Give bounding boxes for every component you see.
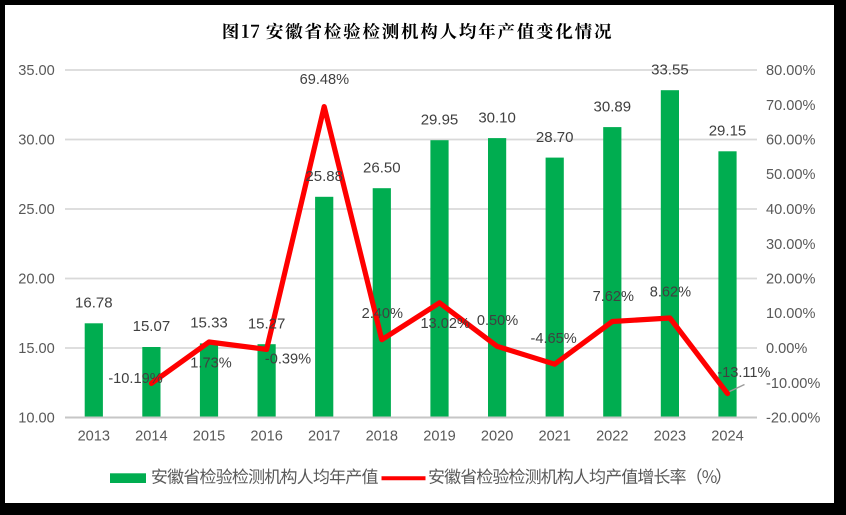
svg-text:15.00: 15.00 [18,341,55,357]
svg-text:30.89: 30.89 [594,98,632,115]
svg-text:-13.11%: -13.11% [717,365,770,381]
svg-text:2020: 2020 [481,429,513,445]
svg-text:70.00%: 70.00% [766,98,816,114]
svg-text:2024: 2024 [711,429,743,445]
svg-text:40.00%: 40.00% [766,202,816,218]
svg-text:30.10: 30.10 [478,109,516,126]
svg-text:28.70: 28.70 [536,129,574,146]
svg-text:-0.39%: -0.39% [265,352,311,368]
svg-text:50.00%: 50.00% [766,167,816,183]
svg-text:0.00%: 0.00% [766,341,807,357]
svg-text:16.78: 16.78 [75,295,113,312]
svg-text:15.27: 15.27 [248,315,286,332]
svg-text:2023: 2023 [654,429,686,445]
svg-text:1.73%: 1.73% [190,356,231,372]
svg-text:20.00: 20.00 [18,272,55,288]
svg-text:2.40%: 2.40% [362,306,403,322]
svg-text:20.00%: 20.00% [766,272,816,288]
svg-text:25.00: 25.00 [18,202,55,218]
svg-text:2014: 2014 [135,429,167,445]
svg-text:80.00%: 80.00% [766,63,816,79]
svg-text:-20.00%: -20.00% [766,411,820,427]
svg-text:2017: 2017 [308,429,340,445]
svg-text:2022: 2022 [596,429,628,445]
svg-text:10.00%: 10.00% [766,306,816,322]
svg-text:7.62%: 7.62% [593,289,634,305]
svg-text:25.88: 25.88 [305,168,343,185]
svg-text:2019: 2019 [423,429,455,445]
svg-text:2016: 2016 [250,429,282,445]
svg-text:35.00: 35.00 [18,63,55,79]
svg-text:0.50%: 0.50% [477,313,518,329]
svg-text:26.50: 26.50 [363,159,401,176]
svg-text:13.02%: 13.02% [420,316,470,332]
svg-text:60.00%: 60.00% [766,133,816,149]
svg-text:8.62%: 8.62% [650,284,691,300]
svg-text:2021: 2021 [538,429,570,445]
svg-text:69.48%: 69.48% [300,72,350,88]
svg-text:29.15: 29.15 [709,123,747,140]
svg-text:-4.65%: -4.65% [530,331,576,347]
svg-text:33.55: 33.55 [651,61,689,78]
svg-text:15.07: 15.07 [133,318,171,335]
svg-text:30.00%: 30.00% [766,237,816,253]
svg-text:-10.19%: -10.19% [108,371,162,387]
svg-text:30.00: 30.00 [18,133,55,149]
svg-text:10.00: 10.00 [18,411,55,427]
svg-text:2013: 2013 [78,429,110,445]
svg-text:29.95: 29.95 [421,111,459,128]
svg-text:2018: 2018 [366,429,398,445]
svg-text:2015: 2015 [193,429,225,445]
svg-text:-10.00%: -10.00% [766,376,820,392]
svg-text:15.33: 15.33 [190,315,228,332]
